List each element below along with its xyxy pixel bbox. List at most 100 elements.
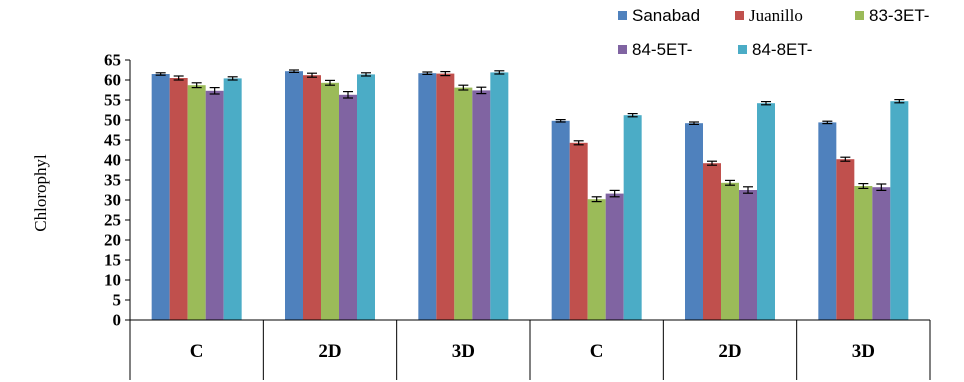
y-tick-label-10: 50: [104, 111, 121, 130]
error-bar-1-3: [573, 140, 584, 146]
legend-label-0: Sanabad: [632, 6, 700, 25]
error-bar-0-3: [555, 118, 566, 123]
y-axis-label: Chlorophyl: [31, 154, 50, 232]
bar-2-1: [321, 82, 339, 320]
error-bar-3-5: [876, 183, 887, 191]
bar-2-5: [854, 186, 873, 320]
error-bar-1-0: [173, 75, 184, 81]
y-tick-label-7: 35: [104, 171, 121, 190]
y-tick-label-13: 65: [104, 51, 121, 70]
error-bar-2-1: [325, 79, 335, 86]
legend-item-0: Sanabad: [618, 6, 700, 25]
error-bar-3-0: [209, 86, 220, 95]
error-bar-0-2: [422, 71, 433, 76]
bar-4-3: [623, 115, 642, 320]
y-tick-label-6: 30: [104, 191, 121, 210]
error-bar-3-2: [476, 86, 487, 95]
axes: [129, 60, 931, 380]
bar-2-0: [187, 85, 206, 320]
bar-0-3: [551, 120, 570, 320]
error-bar-4-0: [227, 76, 238, 81]
bar-0-0: [151, 74, 170, 320]
legend-swatch-3: [618, 45, 627, 54]
y-tick-label-5: 25: [104, 211, 121, 230]
error-bar-2-0: [191, 82, 202, 89]
bar-2-4: [721, 182, 739, 320]
y-tick-label-2: 10: [104, 271, 121, 290]
category-label-0: C: [190, 341, 204, 362]
bar-3-1: [339, 94, 357, 320]
error-bar-1-2: [440, 70, 451, 77]
error-bars: [155, 69, 905, 203]
legend-item-2: 83-3ET-: [855, 6, 929, 25]
bar-4-5: [890, 101, 909, 320]
bar-3-4: [739, 190, 757, 320]
error-bar-3-3: [609, 189, 620, 198]
category-label-4: 2D: [718, 341, 741, 362]
bar-1-0: [169, 78, 188, 320]
error-bar-2-5: [858, 183, 869, 189]
legend-swatch-4: [738, 45, 747, 54]
error-bar-2-4: [725, 179, 735, 186]
bars: [151, 71, 909, 321]
bar-1-4: [703, 163, 721, 320]
bar-4-0: [223, 78, 242, 321]
y-tick-label-12: 60: [104, 71, 121, 90]
bar-0-1: [285, 71, 303, 320]
category-label-5: 3D: [852, 341, 875, 362]
legend-label-1: Juanillo: [749, 6, 803, 25]
error-bar-2-3: [591, 196, 602, 203]
error-bar-0-5: [822, 120, 833, 125]
legend-label-4: 84-8ET-: [752, 40, 812, 59]
legend-label-2: 83-3ET-: [869, 6, 929, 25]
category-labels: C 2D 3D C 2D 3D: [190, 341, 875, 362]
bar-0-4: [685, 123, 703, 320]
legend-swatch-2: [855, 11, 864, 20]
y-tick-label-8: 40: [104, 151, 121, 170]
legend-label-3: 84-5ET-: [632, 40, 692, 59]
y-tick-label-4: 20: [104, 231, 121, 250]
y-tick-label-0: 0: [113, 311, 122, 330]
category-label-3: C: [590, 341, 604, 362]
bar-3-3: [605, 193, 624, 320]
bar-4-2: [490, 72, 509, 321]
y-tick-label-9: 45: [104, 131, 121, 150]
error-bar-1-1: [307, 72, 317, 78]
bar-1-1: [303, 75, 321, 320]
bar-3-5: [872, 187, 891, 320]
bar-1-3: [569, 142, 588, 320]
error-bar-4-4: [761, 100, 771, 106]
bar-1-2: [436, 73, 455, 320]
category-label-1: 2D: [318, 341, 341, 362]
bar-3-2: [472, 90, 491, 321]
bar-4-1: [357, 74, 375, 321]
legend-item-3: 84-5ET-: [618, 40, 692, 59]
y-tick-label-1: 5: [113, 291, 122, 310]
error-bar-4-5: [894, 98, 905, 104]
error-bar-1-5: [840, 156, 851, 162]
category-label-2: 3D: [452, 341, 475, 362]
error-bar-1-4: [707, 160, 717, 166]
legend-swatch-0: [618, 11, 627, 20]
error-bar-3-1: [343, 90, 353, 99]
bar-4-4: [757, 103, 775, 320]
bar-3-0: [205, 90, 224, 320]
legend: Sanabad Juanillo 83-3ET- 84-5ET- 84-8ET-: [618, 6, 929, 59]
y-tick-label-11: 55: [104, 91, 121, 110]
error-bar-0-1: [289, 69, 299, 74]
error-bar-4-1: [361, 72, 371, 77]
error-bar-0-0: [155, 72, 166, 76]
error-bar-4-2: [494, 70, 505, 75]
error-bar-2-2: [458, 84, 469, 91]
legend-item-1: Juanillo: [735, 6, 803, 25]
y-tick-label-3: 15: [104, 251, 121, 270]
error-bar-0-4: [689, 121, 699, 126]
bar-0-2: [418, 73, 437, 320]
bar-2-2: [454, 87, 473, 320]
bar-1-5: [836, 159, 855, 320]
error-bar-4-3: [627, 112, 638, 118]
legend-item-4: 84-8ET-: [738, 40, 812, 59]
legend-swatch-1: [735, 11, 744, 20]
